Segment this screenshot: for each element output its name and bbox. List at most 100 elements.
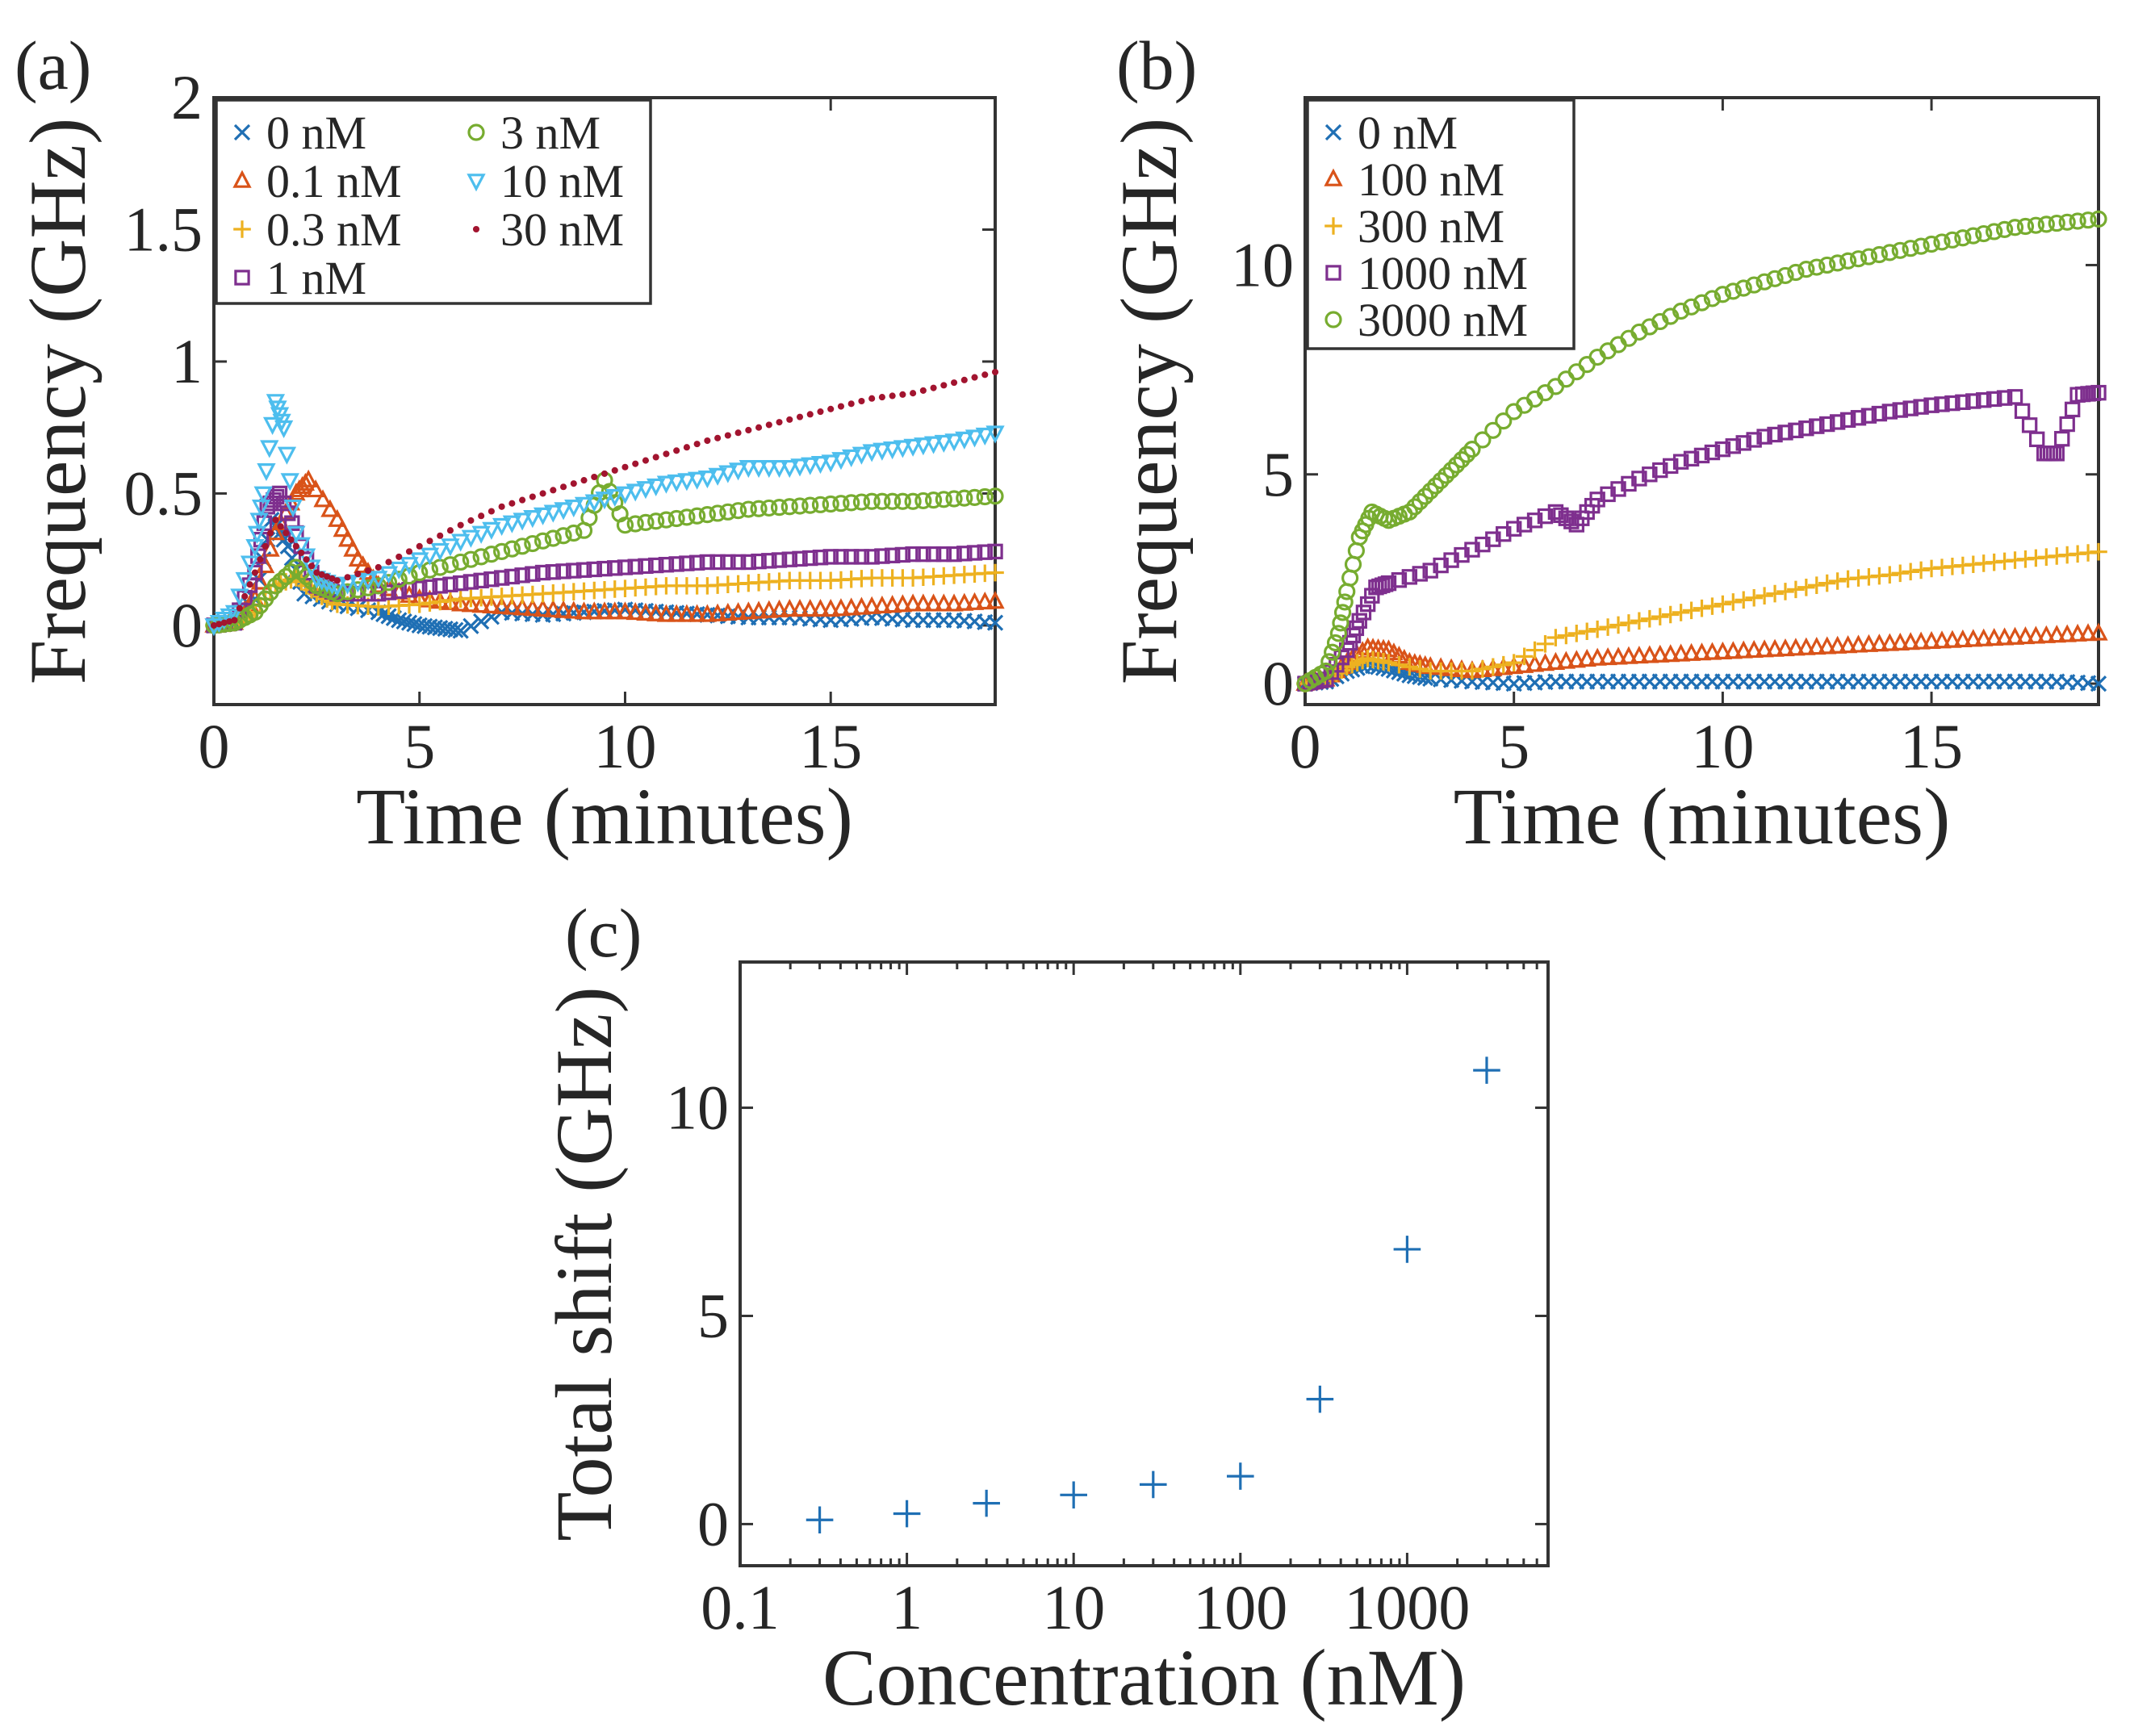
x-tick-label: 0.1 bbox=[701, 1572, 780, 1642]
data-point bbox=[626, 602, 645, 621]
series-3000-nM bbox=[1296, 210, 2107, 692]
data-point bbox=[421, 594, 439, 612]
data-point bbox=[688, 507, 706, 525]
data-point bbox=[1526, 512, 1543, 529]
data-point bbox=[1411, 660, 1429, 678]
data-point bbox=[235, 571, 254, 591]
data-point bbox=[1735, 435, 1751, 451]
data-point bbox=[441, 556, 459, 574]
data-point bbox=[1139, 1470, 1167, 1499]
data-point bbox=[1964, 629, 1983, 647]
data-point bbox=[1682, 601, 1701, 620]
data-point bbox=[730, 554, 747, 571]
data-point bbox=[935, 491, 952, 508]
data-point bbox=[852, 596, 872, 615]
data-point bbox=[981, 371, 989, 379]
data-point bbox=[1621, 475, 1637, 492]
data-point bbox=[1504, 654, 1523, 671]
data-point bbox=[1651, 608, 1669, 625]
data-point bbox=[2021, 417, 2038, 433]
data-point bbox=[473, 613, 490, 630]
data-point bbox=[277, 567, 295, 586]
y-tick-label: 1 bbox=[171, 326, 203, 396]
data-point bbox=[1818, 256, 1836, 274]
data-point bbox=[626, 483, 645, 502]
data-point bbox=[1922, 630, 1941, 650]
data-point bbox=[389, 561, 408, 579]
data-point bbox=[1827, 635, 1848, 654]
data-point bbox=[2054, 430, 2070, 447]
data-point bbox=[452, 622, 469, 639]
data-point bbox=[791, 497, 809, 515]
data-point bbox=[420, 547, 440, 566]
legend-item: 100 nM bbox=[1324, 153, 1504, 206]
data-point bbox=[287, 536, 295, 543]
data-point bbox=[1869, 634, 1889, 652]
x-tick-label: 1000 bbox=[1344, 1572, 1470, 1642]
data-point bbox=[410, 595, 429, 613]
data-point bbox=[1514, 655, 1534, 673]
data-point bbox=[298, 567, 316, 586]
data-point bbox=[257, 463, 276, 482]
data-point bbox=[910, 390, 917, 397]
data-point bbox=[1725, 438, 1742, 454]
legend-marker bbox=[467, 123, 485, 141]
data-point bbox=[1505, 521, 1522, 537]
data-point bbox=[868, 395, 876, 402]
data-point bbox=[719, 503, 737, 521]
data-point bbox=[400, 614, 418, 631]
data-point bbox=[647, 557, 664, 574]
data-point bbox=[837, 403, 844, 410]
legend-marker bbox=[234, 270, 250, 286]
data-point bbox=[827, 405, 835, 412]
x-tick-label: 1 bbox=[891, 1572, 923, 1642]
data-point bbox=[483, 546, 500, 563]
data-point bbox=[903, 593, 923, 612]
data-point bbox=[1724, 593, 1743, 611]
data-point bbox=[761, 553, 777, 569]
x-tick-label: 0 bbox=[199, 711, 230, 781]
data-point bbox=[1484, 421, 1502, 439]
data-point bbox=[1807, 637, 1827, 655]
data-point bbox=[2057, 624, 2077, 642]
data-point bbox=[667, 474, 686, 493]
y-tick-label: 1.5 bbox=[124, 194, 203, 264]
data-point bbox=[1713, 641, 1733, 659]
y-tick-label: 10 bbox=[1231, 229, 1294, 299]
data-point bbox=[1744, 639, 1764, 659]
data-point bbox=[1807, 576, 1826, 594]
data-point bbox=[586, 561, 602, 578]
data-point bbox=[1976, 392, 1992, 408]
data-point bbox=[882, 441, 902, 460]
data-point bbox=[1351, 613, 1367, 629]
data-point bbox=[462, 617, 479, 634]
data-point bbox=[951, 379, 958, 387]
legend-marker bbox=[467, 174, 486, 192]
data-point bbox=[1641, 609, 1659, 628]
data-point bbox=[792, 550, 808, 567]
legend-marker bbox=[233, 220, 251, 238]
data-point bbox=[1640, 645, 1659, 663]
legend-label: 300 nM bbox=[1358, 200, 1504, 253]
data-point bbox=[262, 542, 269, 550]
data-point bbox=[492, 517, 512, 537]
data-point bbox=[1818, 574, 1836, 592]
legend-marker bbox=[1324, 168, 1343, 186]
data-point bbox=[1881, 404, 1898, 420]
legend-label: 30 nM bbox=[500, 203, 624, 256]
data-point bbox=[1682, 298, 1701, 316]
data-point bbox=[1412, 566, 1428, 582]
data-point bbox=[1683, 450, 1700, 467]
data-point bbox=[504, 568, 521, 585]
legend-item: 300 nM bbox=[1324, 200, 1504, 253]
data-point bbox=[923, 593, 944, 612]
data-point bbox=[728, 462, 748, 481]
data-point bbox=[1515, 647, 1534, 666]
data-point bbox=[543, 504, 563, 523]
data-point bbox=[324, 573, 331, 580]
data-point bbox=[734, 429, 742, 437]
data-point bbox=[343, 538, 362, 557]
data-point bbox=[843, 549, 860, 565]
